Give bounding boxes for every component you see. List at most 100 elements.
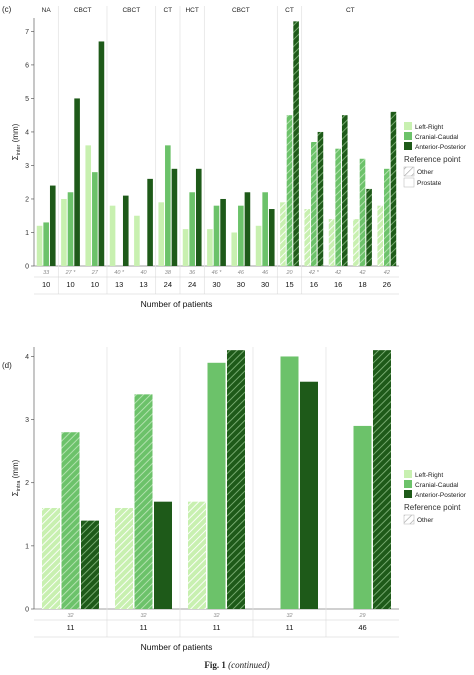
x-axis-label: Number of patients bbox=[141, 642, 213, 652]
bar-anterior-posterior bbox=[341, 115, 348, 267]
caption-suffix: (continued) bbox=[228, 660, 270, 670]
category-note: 46 bbox=[238, 270, 245, 276]
y-tick-label: 6 bbox=[25, 62, 29, 69]
category-note: 40 * bbox=[114, 270, 125, 276]
bar-left-right bbox=[85, 145, 92, 266]
x-tick-label: 30 bbox=[212, 280, 220, 289]
bar-anterior-posterior bbox=[122, 195, 129, 266]
bar-left-right bbox=[353, 219, 359, 266]
bar-left-right bbox=[255, 225, 262, 266]
group-label: CT bbox=[346, 7, 355, 14]
category-note: 40 bbox=[140, 270, 147, 276]
y-tick-label: 0 bbox=[25, 607, 29, 614]
y-tick-label: 3 bbox=[25, 417, 29, 424]
category-note: 32 bbox=[286, 613, 292, 619]
legend-label-cranial-caudal: Cranial-Caudal bbox=[415, 134, 459, 141]
bar-left-right bbox=[328, 219, 335, 266]
x-tick-label: 11 bbox=[67, 623, 75, 632]
figure-caption: Fig. 1 (continued) bbox=[0, 660, 474, 670]
bar-anterior-posterior bbox=[81, 520, 99, 609]
bar-cranial-caudal bbox=[311, 142, 317, 266]
bar-left-right bbox=[188, 501, 206, 609]
category-note: 42 * bbox=[309, 270, 320, 276]
legend-swatch-anterior-posterior bbox=[404, 142, 412, 150]
x-tick-label: 18 bbox=[358, 280, 366, 289]
x-axis-label: Number of patients bbox=[141, 299, 213, 309]
bar-cranial-caudal bbox=[43, 222, 49, 266]
y-tick-label: 2 bbox=[25, 196, 29, 203]
y-axis-label: Σintra (mm) bbox=[11, 459, 22, 496]
bar-left-right bbox=[304, 209, 311, 266]
y-tick-label: 1 bbox=[25, 543, 29, 550]
category-note: 46 * bbox=[212, 270, 223, 276]
x-tick-label: 16 bbox=[334, 280, 342, 289]
group-label: CBCT bbox=[74, 7, 92, 14]
y-axis-label: Σinter (mm) bbox=[11, 123, 22, 160]
group-label: CBCT bbox=[122, 7, 140, 14]
legend-swatch-other bbox=[403, 514, 415, 525]
bar-left-right bbox=[207, 229, 213, 266]
legend-label-cranial-caudal: Cranial-Caudal bbox=[415, 482, 459, 489]
bar-anterior-posterior bbox=[293, 21, 299, 267]
bar-left-right bbox=[115, 507, 133, 609]
y-tick-label: 3 bbox=[25, 163, 29, 170]
category-note: 42 bbox=[359, 270, 365, 276]
legend-swatch-cranial-caudal bbox=[404, 480, 412, 488]
bar-cranial-caudal bbox=[280, 356, 299, 609]
legend-label-other: Other bbox=[417, 169, 434, 176]
group-label: CBCT bbox=[232, 7, 250, 14]
legend-swatch-cranial-caudal bbox=[404, 132, 412, 140]
category-note: 27 * bbox=[65, 270, 77, 276]
panel-label: (d) bbox=[2, 361, 12, 370]
bar-left-right bbox=[182, 229, 189, 266]
bar-anterior-posterior bbox=[154, 501, 172, 609]
bar-cranial-caudal bbox=[165, 145, 171, 266]
x-tick-label: 24 bbox=[164, 280, 172, 289]
category-note: 27 bbox=[91, 270, 99, 276]
bar-anterior-posterior bbox=[195, 168, 202, 266]
group-label: CT bbox=[163, 7, 172, 14]
bar-cranial-caudal bbox=[207, 362, 226, 609]
legend-swatch-prostate bbox=[403, 177, 415, 188]
bar-left-right bbox=[231, 232, 238, 266]
bar-anterior-posterior bbox=[366, 188, 372, 266]
bar-anterior-posterior bbox=[98, 41, 105, 267]
group-label: CT bbox=[285, 7, 294, 14]
legend-label-prostate: Prostate bbox=[417, 180, 442, 187]
category-note: 32 bbox=[213, 613, 219, 619]
y-tick-label: 5 bbox=[25, 96, 29, 103]
bar-left-right bbox=[109, 205, 116, 266]
category-note: 42 bbox=[384, 270, 390, 276]
x-tick-label: 11 bbox=[140, 623, 148, 632]
y-tick-label: 2 bbox=[25, 480, 29, 487]
group-label: NA bbox=[42, 7, 52, 14]
category-note: 29 bbox=[358, 613, 365, 619]
category-note: 42 bbox=[335, 270, 341, 276]
bar-anterior-posterior bbox=[227, 350, 245, 609]
legend-label-anterior-posterior: Anterior-Posterior bbox=[415, 492, 467, 499]
bar-anterior-posterior bbox=[147, 178, 153, 266]
bar-anterior-posterior bbox=[300, 381, 318, 609]
category-note: 46 bbox=[262, 270, 269, 276]
x-tick-label: 30 bbox=[261, 280, 269, 289]
category-note: 32 bbox=[140, 613, 146, 619]
bar-left-right bbox=[158, 202, 165, 266]
group-label: HCT bbox=[185, 7, 198, 14]
bar-cranial-caudal bbox=[286, 115, 293, 267]
panel-label: (c) bbox=[2, 5, 12, 14]
legend-label-left-right: Left-Right bbox=[415, 472, 443, 479]
category-note: 33 bbox=[43, 270, 50, 276]
legend-swatch-other bbox=[403, 166, 415, 177]
category-note: 38 bbox=[165, 270, 172, 276]
bar-anterior-posterior bbox=[317, 131, 324, 266]
bar-anterior-posterior bbox=[74, 98, 80, 266]
category-note: 20 bbox=[285, 270, 293, 276]
bar-anterior-posterior bbox=[49, 185, 56, 266]
bar-cranial-caudal bbox=[189, 192, 195, 266]
x-tick-label: 13 bbox=[139, 280, 147, 289]
x-tick-label: 46 bbox=[358, 623, 366, 632]
x-tick-label: 24 bbox=[188, 280, 196, 289]
bar-anterior-posterior bbox=[390, 111, 397, 267]
bar-anterior-posterior bbox=[244, 192, 251, 266]
legend-swatch-left-right bbox=[404, 122, 412, 130]
